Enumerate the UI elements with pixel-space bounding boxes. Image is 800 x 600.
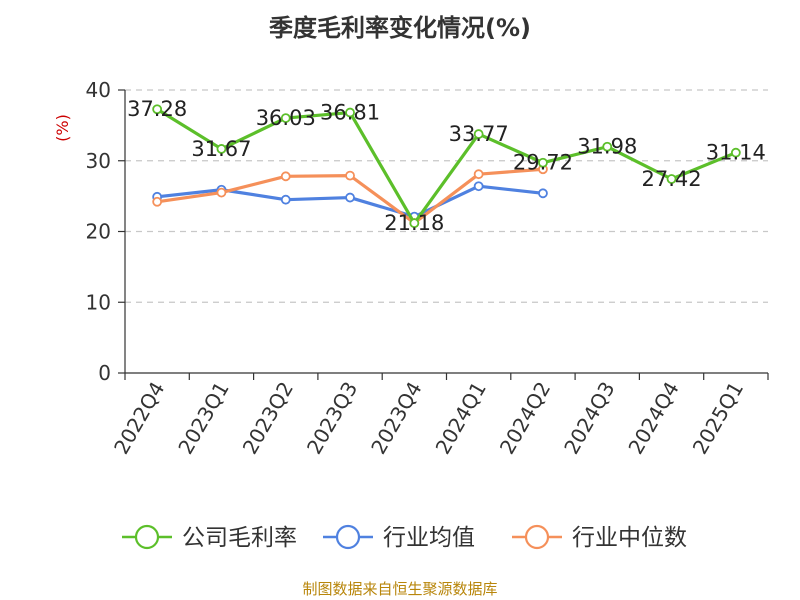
x-tick-label: 2024Q4 (623, 378, 683, 459)
x-tick-label: 2023Q4 (366, 378, 426, 459)
legend-item-2[interactable]: 行业中位数 (512, 524, 687, 551)
data-point (602, 141, 613, 152)
data-label: 37.28 (127, 97, 187, 121)
data-point (280, 194, 291, 205)
series-lines (152, 104, 741, 229)
y-tick-label: 0 (98, 361, 111, 385)
series-line (156, 107, 737, 225)
legend-label: 公司毛利率 (182, 525, 297, 551)
data-point (409, 218, 420, 229)
x-tick-label: 2023Q1 (173, 378, 233, 459)
data-point (730, 147, 741, 158)
data-point (345, 192, 355, 203)
data-point (216, 187, 227, 198)
data-label: 29.72 (513, 151, 573, 175)
data-point (538, 188, 548, 199)
data-label: 27.42 (641, 167, 701, 191)
series-0 (152, 104, 741, 229)
x-tick-label: 2024Q1 (431, 378, 491, 459)
data-label: 21.18 (384, 211, 444, 235)
data-point (473, 129, 484, 139)
legend-marker (134, 524, 160, 550)
x-tick-label: 2023Q2 (238, 378, 298, 459)
data-label: 31.98 (577, 135, 637, 159)
legend-label: 行业均值 (383, 525, 475, 551)
data-point (473, 181, 484, 192)
data-label: 33.77 (449, 122, 509, 146)
x-tick-labels: 2022Q4 2023Q1 2023Q2 2023Q3 2023Q4 2024Q1 2024… (109, 378, 748, 459)
data-label: 36.03 (256, 106, 316, 130)
data-point (280, 113, 291, 123)
legend-marker (335, 524, 361, 550)
data-point (345, 170, 355, 181)
chart-title: 季度毛利率变化情况(%) (269, 14, 531, 42)
data-source-note: 制图数据来自恒生聚源数据库 (302, 580, 498, 598)
data-label: 36.81 (320, 101, 380, 125)
data-point (666, 174, 677, 184)
x-tick-label: 2024Q2 (495, 378, 555, 459)
x-tick-label: 2025Q1 (688, 378, 748, 459)
y-tick-label: 40 (86, 78, 111, 102)
y-tick-label: 20 (86, 220, 111, 244)
x-tick-label: 2022Q4 (109, 378, 169, 459)
data-label: 31.67 (191, 137, 251, 161)
data-point (280, 171, 291, 182)
legend-marker (524, 524, 550, 550)
y-tick-label: 30 (86, 149, 111, 173)
data-point (473, 169, 484, 180)
legend-item-1[interactable]: 行业均值 (323, 524, 475, 551)
legend-label: 行业中位数 (572, 525, 687, 551)
data-point (152, 104, 163, 115)
y-tick-label: 10 (86, 290, 111, 314)
legend-item-0[interactable]: 公司毛利率 (122, 524, 297, 551)
x-tick-label: 2023Q3 (302, 378, 362, 459)
axes (124, 90, 769, 380)
data-label: 31.14 (706, 141, 766, 165)
data-point (216, 144, 227, 154)
x-tick-label: 2024Q3 (559, 378, 619, 459)
y-axis-label: (%) (53, 114, 72, 142)
data-point (538, 157, 548, 168)
legend: 公司毛利率 行业均值 行业中位数 (122, 524, 687, 551)
y-tick-labels: 0 10 20 30 40 (86, 78, 111, 385)
data-point (152, 196, 163, 207)
grid-lines (118, 89, 768, 374)
series-1 (152, 181, 548, 222)
data-point (345, 107, 355, 118)
